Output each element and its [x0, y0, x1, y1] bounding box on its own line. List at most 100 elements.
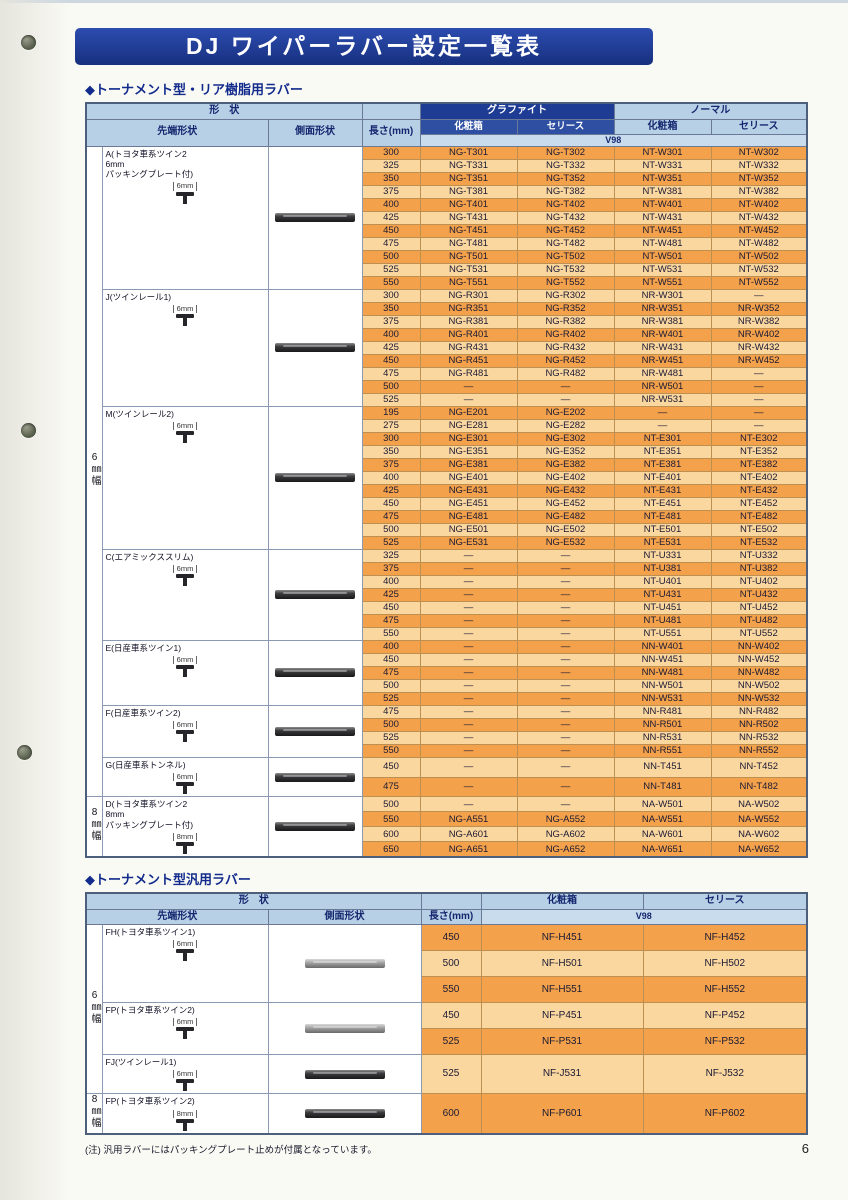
- part-number-cell: NR-W431: [613, 340, 712, 355]
- part-number-cell: NT-U552: [710, 626, 808, 641]
- header-length: 長さ(mm): [361, 118, 421, 147]
- part-number-cell: NT-E402: [710, 470, 808, 485]
- punch-hole: [17, 745, 32, 760]
- header-side-shape: 側面形状: [267, 908, 422, 926]
- part-number-cell: NT-U401: [613, 574, 712, 589]
- part-number-cell: NG-E352: [516, 444, 615, 459]
- group-label: M(ツインレール2): [105, 408, 174, 419]
- tip-shape-cell: A(トヨタ車系ツイン2 6mm パッキングプレート付) 6mm: [101, 145, 269, 290]
- length-cell: 500: [361, 522, 421, 537]
- punch-hole: [21, 423, 36, 438]
- length-cell: 375: [361, 561, 421, 576]
- part-number-cell: NR-W451: [613, 353, 712, 368]
- tip-width-dimension: 8mm: [172, 832, 198, 842]
- length-cell: 450: [361, 496, 421, 511]
- part-number-cell: NN-W401: [613, 639, 712, 654]
- part-number-cell: NT-W331: [613, 158, 712, 173]
- empty-cell: —: [516, 600, 615, 615]
- table-row: 475 NG-T481 NG-T482 NT-W481 NT-W482: [86, 236, 808, 251]
- length-cell: 550: [361, 811, 421, 828]
- width-band-label: 8㎜幅: [89, 1094, 100, 1129]
- tip-cross-section-icon: [176, 842, 194, 855]
- part-number-cell: NT-E451: [613, 496, 712, 511]
- section-title-rear-rubber: ◆トーナメント型・リア樹脂用ラバー: [85, 82, 303, 97]
- part-number-cell: NT-E352: [710, 444, 808, 459]
- empty-cell: —: [419, 600, 518, 615]
- empty-cell: —: [516, 613, 615, 628]
- part-number-cell: NT-U482: [710, 613, 808, 628]
- part-number-cell: NG-E452: [516, 496, 615, 511]
- header-shape: 形 状: [85, 892, 422, 910]
- part-number-cell: NT-W531: [613, 262, 712, 277]
- table-row: 450 NG-E451 NG-E452 NT-E451 NT-E452: [86, 496, 808, 511]
- part-number-cell: NT-E532: [710, 535, 808, 550]
- header-side-shape: 側面形状: [267, 118, 363, 147]
- length-cell: 300: [361, 431, 421, 446]
- length-cell: 650: [361, 841, 421, 858]
- part-number-cell: NG-E401: [419, 470, 518, 485]
- length-cell: 525: [361, 730, 421, 745]
- part-number-cell: NT-E452: [710, 496, 808, 511]
- length-cell: 500: [361, 678, 421, 693]
- table-row: 350 NG-T351 NG-T352 NT-W351 NT-W352: [86, 171, 808, 186]
- side-shape-cell: [267, 145, 363, 290]
- group-label: C(エアミックススリム): [105, 551, 194, 562]
- empty-cell: —: [419, 652, 518, 667]
- tip-profile-icon: 8mm: [106, 832, 265, 855]
- table-row: 300 NG-E301 NG-E302 NT-E301 NT-E302: [86, 431, 808, 446]
- width-band-cell: 6㎜幅: [85, 145, 103, 798]
- tip-profile-icon: 6mm: [106, 655, 265, 678]
- blade-side-view-icon: [275, 772, 355, 782]
- length-cell: 500: [361, 379, 421, 394]
- length-cell: 475: [361, 236, 421, 251]
- tip-cross-section-icon: [176, 1079, 194, 1092]
- table-row: 6㎜幅 FH(トヨタ車系ツイン1) 6mm 450 NF-H451 NF-H452: [85, 924, 808, 1095]
- length-cell: 500: [361, 717, 421, 732]
- group-label: A(トヨタ車系ツイン2 6mm パッキングプレート付): [105, 148, 194, 180]
- part-number-cell: NA-W602: [710, 826, 808, 843]
- tip-shape-cell: F(日産車系ツイン2) 6mm: [101, 704, 269, 758]
- empty-cell: —: [419, 392, 518, 407]
- empty-cell: —: [516, 379, 615, 394]
- blade-side-view-icon: [304, 1024, 385, 1034]
- part-number-cell: NT-U402: [710, 574, 808, 589]
- blade-side-view-icon: [304, 1109, 385, 1119]
- length-cell: 400: [361, 327, 421, 342]
- part-number-cell: NT-W401: [613, 197, 712, 212]
- group-label: D(トヨタ車系ツイン2 8mm パッキングプレート付): [105, 799, 194, 830]
- table-row: 550— — NT-U551 NT-U552: [86, 626, 808, 641]
- header-row: 形 状 化粧箱 セリース: [85, 892, 808, 910]
- part-number-cell: NR-W301: [613, 288, 712, 303]
- empty-cell: —: [516, 392, 615, 407]
- tip-width-dimension: 6mm: [172, 564, 198, 574]
- length-cell: 500: [361, 796, 421, 813]
- part-number-cell: NG-T531: [419, 262, 518, 277]
- tip-shape-cell: FJ(ツインレール1) 6mm: [101, 1054, 269, 1095]
- table-row: 550 NG-A551 NG-A552 NA-W551 NA-W552: [86, 811, 808, 828]
- part-number-cell: NA-W652: [710, 841, 808, 858]
- empty-cell: —: [419, 626, 518, 641]
- length-cell: 550: [420, 976, 482, 1004]
- tip-width-dimension: 6mm: [172, 772, 198, 782]
- part-number-cell: NT-E481: [613, 509, 712, 524]
- part-number-cell: NT-E302: [710, 431, 808, 446]
- part-number-cell: NN-R531: [613, 730, 712, 745]
- part-number-cell: NT-W481: [613, 236, 712, 251]
- part-number-cell: NN-W451: [613, 652, 712, 667]
- empty-cell: —: [516, 796, 615, 813]
- part-number-cell: NR-W352: [710, 301, 808, 316]
- table-row: 525— — NN-W531 NN-W532: [86, 691, 808, 706]
- part-number-cell: NG-E202: [516, 405, 615, 420]
- empty-cell: —: [613, 418, 712, 433]
- empty-cell: —: [419, 665, 518, 680]
- table-row: 375 NG-E381 NG-E382 NT-E381 NT-E382: [86, 457, 808, 472]
- part-number-cell: NG-E451: [419, 496, 518, 511]
- tip-shape-cell: G(日産車系トンネル) 6mm: [101, 756, 269, 798]
- part-number-cell: NT-E351: [613, 444, 712, 459]
- part-number-cell: NF-P451: [480, 1002, 644, 1030]
- length-cell: 450: [361, 353, 421, 368]
- header-graphite-box: 化粧箱: [419, 118, 518, 135]
- part-number-cell: NG-R302: [516, 288, 615, 303]
- length-cell: 375: [361, 457, 421, 472]
- table-row: J(ツインレール1) 6mm 300 NG-R301 NG-R302 NR-W301—: [86, 288, 808, 407]
